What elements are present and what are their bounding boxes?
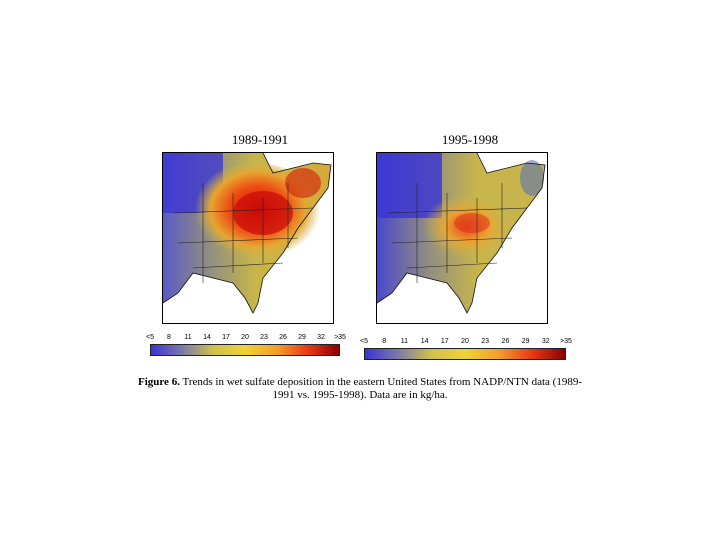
legend-tick-label: 8: [167, 334, 171, 341]
legend-tick-label: 32: [541, 338, 550, 345]
legend-tick-label: <5: [360, 338, 368, 345]
color-legend-right: <5 8 11 14 17 20 23 26 29 32 >35: [360, 338, 572, 362]
legend-tick-label: 17: [440, 338, 449, 345]
legend-tick-label: 20: [461, 338, 469, 345]
legend-tick-label: >35: [560, 338, 572, 345]
map-1989-1991: [162, 152, 334, 324]
legend-tick-label: 23: [260, 334, 268, 341]
caption-text: Trends in wet sulfate deposition in the …: [179, 376, 583, 401]
legend-tick-label: 14: [203, 334, 211, 341]
caption-label: Figure 6.: [137, 376, 180, 388]
map-title-right: 1995-1998: [441, 132, 499, 147]
legend-color-bar: [150, 344, 340, 356]
legend-tick-label: 20: [241, 334, 249, 341]
map-1995-1998: [376, 152, 548, 324]
legend-tick-label: 14: [420, 338, 429, 345]
legend-tick-label: 11: [400, 338, 409, 345]
legend-color-bar: [364, 348, 566, 360]
legend-tick-label: 11: [184, 334, 192, 341]
legend-tick-label: 26: [279, 334, 287, 341]
legend-tick-label: 8: [382, 338, 387, 345]
legend-tick-label: <5: [146, 334, 154, 341]
legend-tick-label: 26: [501, 338, 510, 345]
legend-tick-label: 23: [481, 338, 490, 345]
legend-tick-label: 17: [222, 334, 230, 341]
legend-tick-label: >35: [334, 334, 346, 341]
legend-tick-label: 32: [317, 334, 325, 341]
figure-caption: Figure 6. Trends in wet sulfate depositi…: [130, 376, 590, 402]
color-legend-left: <5 8 11 14 17 20 23 26 29 32 >35: [146, 334, 346, 358]
legend-tick-label: 29: [521, 338, 530, 345]
map-title-left: 1989-1991: [231, 132, 289, 147]
legend-tick-label: 29: [298, 334, 306, 341]
